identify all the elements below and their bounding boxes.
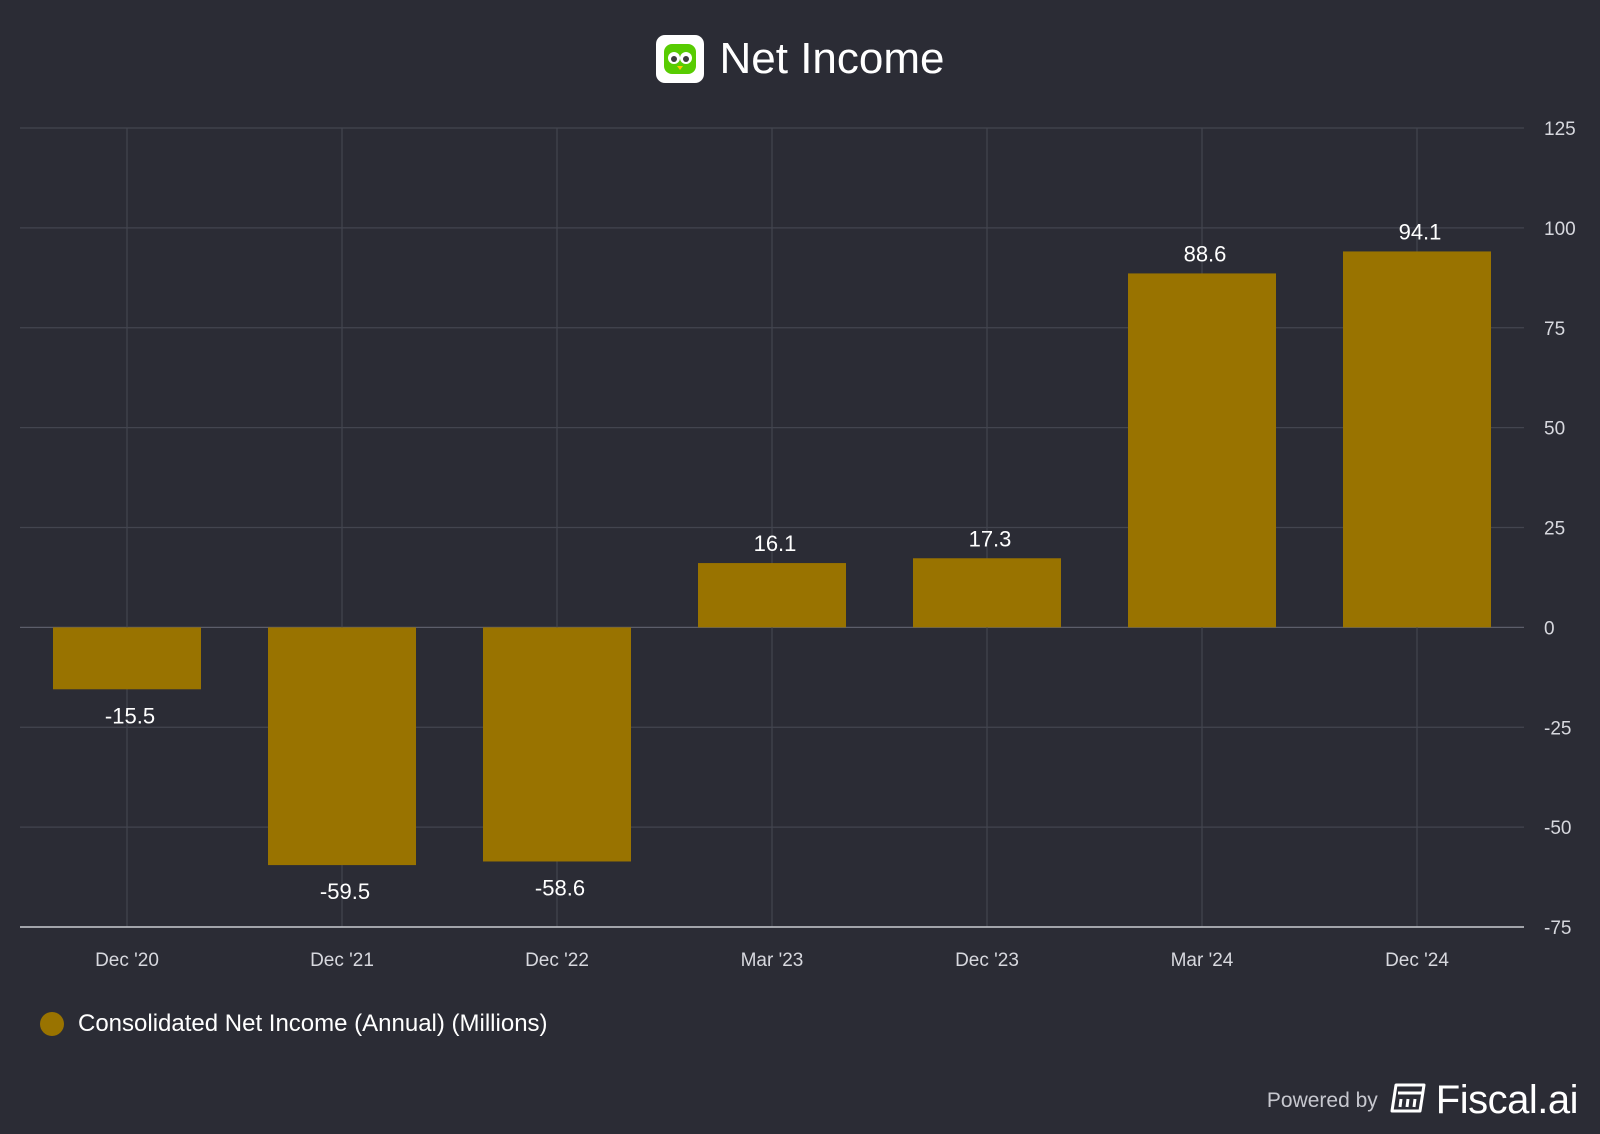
data-label: -58.6 <box>535 875 585 900</box>
y-tick-label: -50 <box>1544 818 1571 839</box>
chart-header: Net Income <box>0 34 1600 84</box>
y-tick-label: 125 <box>1544 119 1576 140</box>
bar <box>483 627 631 862</box>
legend-swatch <box>40 1012 64 1036</box>
bar <box>1128 273 1276 628</box>
y-tick-label: 100 <box>1544 219 1576 240</box>
legend[interactable]: Consolidated Net Income (Annual) (Millio… <box>40 1010 548 1038</box>
fiscal-ai-logo-icon <box>1390 1081 1428 1120</box>
y-tick-label: 25 <box>1544 519 1565 540</box>
bar-chart: 125 100 75 50 25 0 -25 -50 -75 -15.5 Dec '20 -59.5 D… <box>20 119 1576 971</box>
bar <box>698 563 846 628</box>
x-tick-label: Dec '24 <box>1385 950 1449 971</box>
data-label: 94.1 <box>1399 219 1442 244</box>
data-label: 16.1 <box>754 531 797 556</box>
fiscal-ai-brand: Fiscal.ai <box>1435 1078 1579 1122</box>
y-tick-label: 50 <box>1544 419 1565 440</box>
data-label: -59.5 <box>320 879 370 904</box>
y-tick-label: 0 <box>1544 618 1555 639</box>
x-tick-label: Mar '23 <box>741 950 804 971</box>
data-label: 88.6 <box>1184 241 1227 266</box>
bar <box>1343 251 1491 628</box>
bar <box>53 627 201 690</box>
data-label: 17.3 <box>969 526 1012 551</box>
chart-title: Net Income <box>719 34 945 83</box>
bar <box>268 627 416 866</box>
powered-by-text: Powered by <box>1266 1088 1378 1112</box>
y-tick-label: -75 <box>1544 918 1571 939</box>
duolingo-owl-icon <box>655 35 704 83</box>
x-tick-label: Mar '24 <box>1171 950 1234 971</box>
x-tick-label: Dec '23 <box>955 950 1019 971</box>
x-tick-label: Dec '20 <box>95 950 159 971</box>
footer-branding: Powered by Fiscal.ai <box>1266 1078 1579 1123</box>
y-tick-label: 75 <box>1544 319 1565 340</box>
legend-label: Consolidated Net Income (Annual) (Millio… <box>78 1010 548 1037</box>
x-tick-label: Dec '21 <box>310 950 374 971</box>
x-tick-label: Dec '22 <box>525 950 589 971</box>
bar <box>913 558 1061 628</box>
data-label: -15.5 <box>105 703 155 728</box>
y-tick-label: -25 <box>1544 718 1571 739</box>
